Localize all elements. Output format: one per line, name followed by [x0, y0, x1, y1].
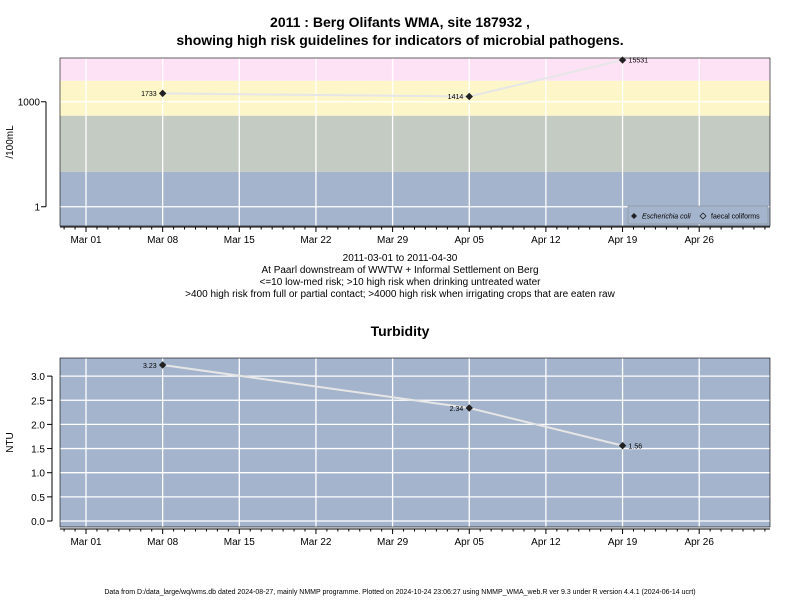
subtitle-line-3: <=10 low-med risk; >10 high risk when dr… [259, 277, 541, 288]
turbidity-data-label: 3.23 [143, 363, 157, 370]
turbidity-plot-bg [60, 358, 770, 527]
legend-ecoli-label: Escherichia coli [642, 214, 691, 221]
turbidity-x-tick-label: Mar 29 [377, 537, 409, 548]
subtitle-line-4: >400 high risk from full or partial cont… [185, 289, 615, 300]
turbidity-y-tick-label: 2.0 [31, 420, 45, 431]
footer-note: Data from D:/data_large/wq/wms.db dated … [104, 589, 696, 596]
turbidity-x-tick-label: Apr 19 [608, 537, 638, 548]
turbidity-data-label: 1.56 [629, 444, 643, 451]
ecoli-x-tick-label: Mar 22 [300, 235, 332, 246]
ecoli-point [618, 56, 627, 64]
subtitle-line-2: At Paarl downstream of WWTW + Informal S… [261, 265, 539, 276]
ecoli-y-tick-label: 1000 [18, 97, 41, 108]
turbidity-y-tick-label: 1.0 [31, 469, 45, 480]
turbidity-y-axis-title: NTU [5, 432, 16, 453]
turbidity-x-tick-label: Mar 22 [300, 537, 332, 548]
ecoli-x-tick-label: Mar 15 [224, 235, 256, 246]
risk-band-1 [60, 115, 770, 172]
legend-faecal-marker [699, 212, 707, 220]
turbidity-point [618, 441, 627, 450]
turbidity-point [465, 404, 473, 412]
ecoli-data-label: 15531 [629, 58, 649, 65]
turbidity-y-tick-label: 1.5 [31, 445, 45, 456]
ecoli-y-axis-title: /100mL [5, 125, 16, 159]
turbidity-y-tick-label: 3.0 [31, 372, 45, 383]
turbidity-x-tick-label: Apr 05 [455, 537, 485, 548]
turbidity-x-tick-label: Apr 26 [684, 537, 714, 548]
turbidity-point [158, 361, 167, 369]
ecoli-plot-frame [59, 57, 771, 227]
turbidity-x-tick-label: Mar 01 [70, 537, 102, 548]
turbidity-y-tick-label: 0.0 [31, 517, 45, 528]
ecoli-x-tick-label: Apr 12 [531, 235, 561, 246]
turbidity-plot-frame [59, 357, 771, 528]
ecoli-x-tick-label: Mar 08 [147, 235, 179, 246]
turbidity-x-tick-label: Apr 12 [531, 537, 561, 548]
turbidity-y-tick-label: 2.5 [31, 396, 45, 407]
ecoli-legend-box [627, 205, 769, 225]
ecoli-x-tick-label: Mar 29 [377, 235, 409, 246]
ecoli-x-tick-label: Apr 26 [684, 235, 714, 246]
turbidity-x-tick-label: Mar 08 [147, 537, 179, 548]
ecoli-x-tick-label: Apr 05 [455, 235, 485, 246]
risk-band-2 [60, 80, 770, 116]
ecoli-point [158, 89, 167, 98]
ecoli-data-label: 1733 [141, 91, 157, 98]
chart-title-line2: showing high risk guidelines for indicat… [176, 32, 624, 48]
legend-ecoli-marker [631, 213, 637, 219]
turbidity-data-label: 2.34 [450, 406, 464, 413]
subtitle-line-1: 2011-03-01 to 2011-04-30 [342, 253, 458, 264]
ecoli-x-tick-label: Mar 01 [70, 235, 102, 246]
ecoli-y-tick-label: 1 [34, 202, 40, 213]
turbidity-title: Turbidity [370, 323, 430, 339]
ecoli-x-tick-label: Apr 19 [608, 235, 638, 246]
turbidity-y-tick-label: 0.5 [31, 493, 45, 504]
ecoli-data-label: 1414 [448, 94, 464, 101]
ecoli-point [465, 92, 473, 101]
legend-faecal-label: faecal coliforms [711, 214, 760, 221]
turbidity-x-tick-label: Mar 15 [224, 537, 256, 548]
chart-title-line1: 2011 : Berg Olifants WMA, site 187932 , [270, 14, 530, 30]
risk-band-3 [60, 58, 770, 81]
